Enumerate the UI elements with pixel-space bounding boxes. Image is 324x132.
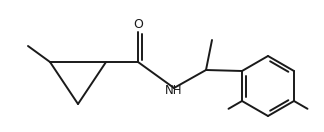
Text: NH: NH	[165, 84, 183, 96]
Text: O: O	[133, 18, 143, 30]
